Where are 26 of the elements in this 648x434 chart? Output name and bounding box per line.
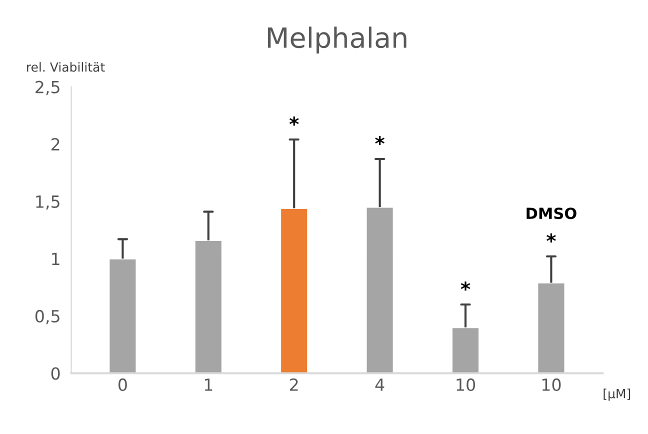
annotation: *	[289, 116, 299, 126]
annotation: *	[546, 233, 556, 242]
bar	[108, 258, 138, 374]
bar	[280, 208, 309, 374]
y-tick-label: 2,5	[36, 80, 60, 96]
bar	[365, 206, 394, 374]
annotation: DMSO	[526, 208, 576, 220]
annotation: *	[460, 282, 470, 291]
chart-title: Melphalan	[268, 26, 406, 54]
y-tick-label: 2	[51, 138, 60, 150]
x-tick-label: 2	[290, 378, 298, 391]
y-tick-label: 0,5	[35, 310, 60, 324]
x-tick-label: 1	[204, 378, 212, 391]
bar	[451, 326, 480, 374]
x-tick-label: 4	[375, 378, 384, 391]
bar	[194, 240, 223, 374]
x-axis-title: [µM]	[604, 388, 630, 401]
annotation: *	[375, 136, 385, 146]
y-axis-title: rel. Viabilität	[27, 62, 105, 72]
y-tick-label: 0	[51, 367, 60, 380]
x-tick-label: 10	[542, 378, 561, 391]
y-tick-label: 1	[52, 252, 60, 265]
bar	[536, 282, 566, 374]
y-tick-label: 1,5	[36, 196, 60, 210]
x-tick-label: 10	[456, 378, 476, 391]
x-tick-label: 0	[118, 378, 127, 391]
